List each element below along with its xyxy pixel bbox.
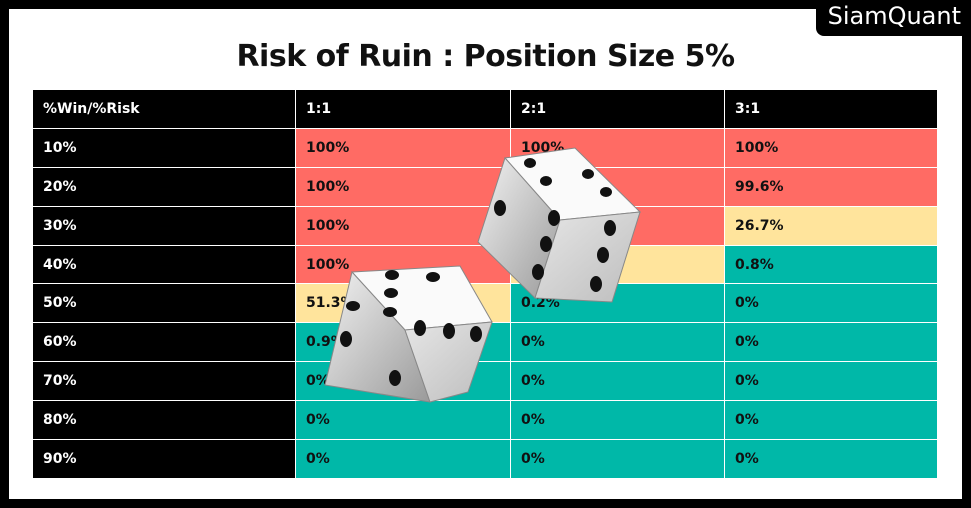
column-header: 3:1 xyxy=(725,90,938,129)
title: Risk of Ruin : Position Size 5% xyxy=(236,39,735,74)
row-label: 20% xyxy=(33,167,296,207)
table-row: 90% 0% 0% 0% xyxy=(33,440,938,479)
table-cell: 0% xyxy=(511,440,725,479)
table-cell: 0% xyxy=(296,401,511,441)
table-cell: 0.8% xyxy=(725,245,938,285)
table-row: 40% 100% 0.8% xyxy=(33,245,938,285)
table-cell: 0% xyxy=(511,323,725,363)
row-label: 50% xyxy=(33,284,296,324)
header-row: %Win/%Risk 1:1 2:1 3:1 xyxy=(33,90,938,129)
table-cell: 0% xyxy=(725,284,938,324)
table-cell: 100% xyxy=(296,167,511,207)
table-cell: 0% xyxy=(725,401,938,441)
column-header: 2:1 xyxy=(511,90,725,129)
row-label: 80% xyxy=(33,401,296,441)
table-cell: 100% xyxy=(725,128,938,168)
table-cell: 26.7% xyxy=(725,206,938,246)
die xyxy=(477,147,642,303)
table-cell: 99.6% xyxy=(725,167,938,207)
table-cell: 100% xyxy=(296,128,511,168)
brand-badge: SiamQuant xyxy=(815,0,971,36)
table-cell: 0% xyxy=(725,440,938,479)
table-cell: 0% xyxy=(511,401,725,441)
row-label: 40% xyxy=(33,245,296,285)
column-header: 1:1 xyxy=(296,90,511,129)
table-cell: 0% xyxy=(511,362,725,402)
column-header: %Win/%Risk xyxy=(33,90,296,129)
row-label: 60% xyxy=(33,323,296,363)
table-row: 80% 0% 0% 0% xyxy=(33,401,938,441)
table-cell: 0% xyxy=(725,362,938,402)
row-label: 70% xyxy=(33,362,296,402)
die xyxy=(324,265,493,403)
row-label: 90% xyxy=(33,440,296,479)
table-cell: 0% xyxy=(296,440,511,479)
row-label: 10% xyxy=(33,128,296,168)
table-cell: 0% xyxy=(725,323,938,363)
table-cell: 100% xyxy=(296,206,511,246)
row-label: 30% xyxy=(33,206,296,246)
